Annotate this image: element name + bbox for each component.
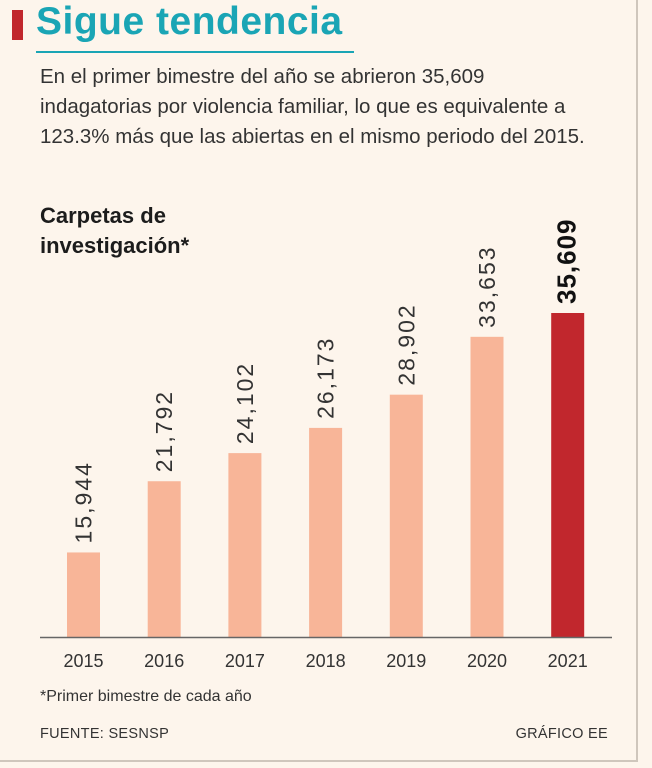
x-tick-label-2017: 2017 — [225, 651, 265, 671]
data-label-2020: 33,653 — [474, 245, 500, 327]
chart-description: En el primer bimestre del año se abriero… — [40, 65, 585, 148]
bar-2020 — [470, 336, 504, 637]
source-label: FUENTE: SESNSP — [40, 726, 170, 742]
x-tick-label-2019: 2019 — [386, 651, 426, 671]
x-tick-label-2021: 2021 — [548, 651, 588, 671]
x-tick-label-2016: 2016 — [144, 651, 184, 671]
x-tick-label-2020: 2020 — [467, 651, 507, 671]
credit-label: GRÁFICO EE — [515, 726, 608, 742]
chart-title: Sigue tendencia — [36, 0, 343, 43]
bar-2018 — [309, 427, 343, 637]
x-tick-label-2018: 2018 — [306, 651, 346, 671]
bar-2021 — [551, 313, 585, 637]
card-frame — [0, 0, 638, 762]
data-label-2016: 21,792 — [151, 390, 177, 472]
subtitle-line-1: Carpetas de — [40, 203, 166, 228]
title-accent-bar — [12, 10, 23, 40]
subtitle-line-2: investigación* — [40, 233, 190, 258]
data-label-2015: 15,944 — [71, 461, 97, 543]
data-label-2017: 24,102 — [232, 362, 258, 444]
bar-2015 — [67, 552, 100, 637]
title-underline — [36, 51, 354, 53]
data-label-2018: 26,173 — [313, 337, 339, 419]
data-label-2019: 28,902 — [393, 303, 419, 385]
bar-2019 — [389, 394, 423, 637]
footnote: *Primer bimestre de cada año — [40, 688, 252, 705]
bar-2016 — [147, 481, 181, 637]
data-label-2021: 35,609 — [552, 218, 582, 304]
bar-2017 — [228, 453, 262, 637]
x-tick-label-2015: 2015 — [63, 651, 103, 671]
chart-subtitle: Carpetas de investigación* — [40, 201, 189, 261]
